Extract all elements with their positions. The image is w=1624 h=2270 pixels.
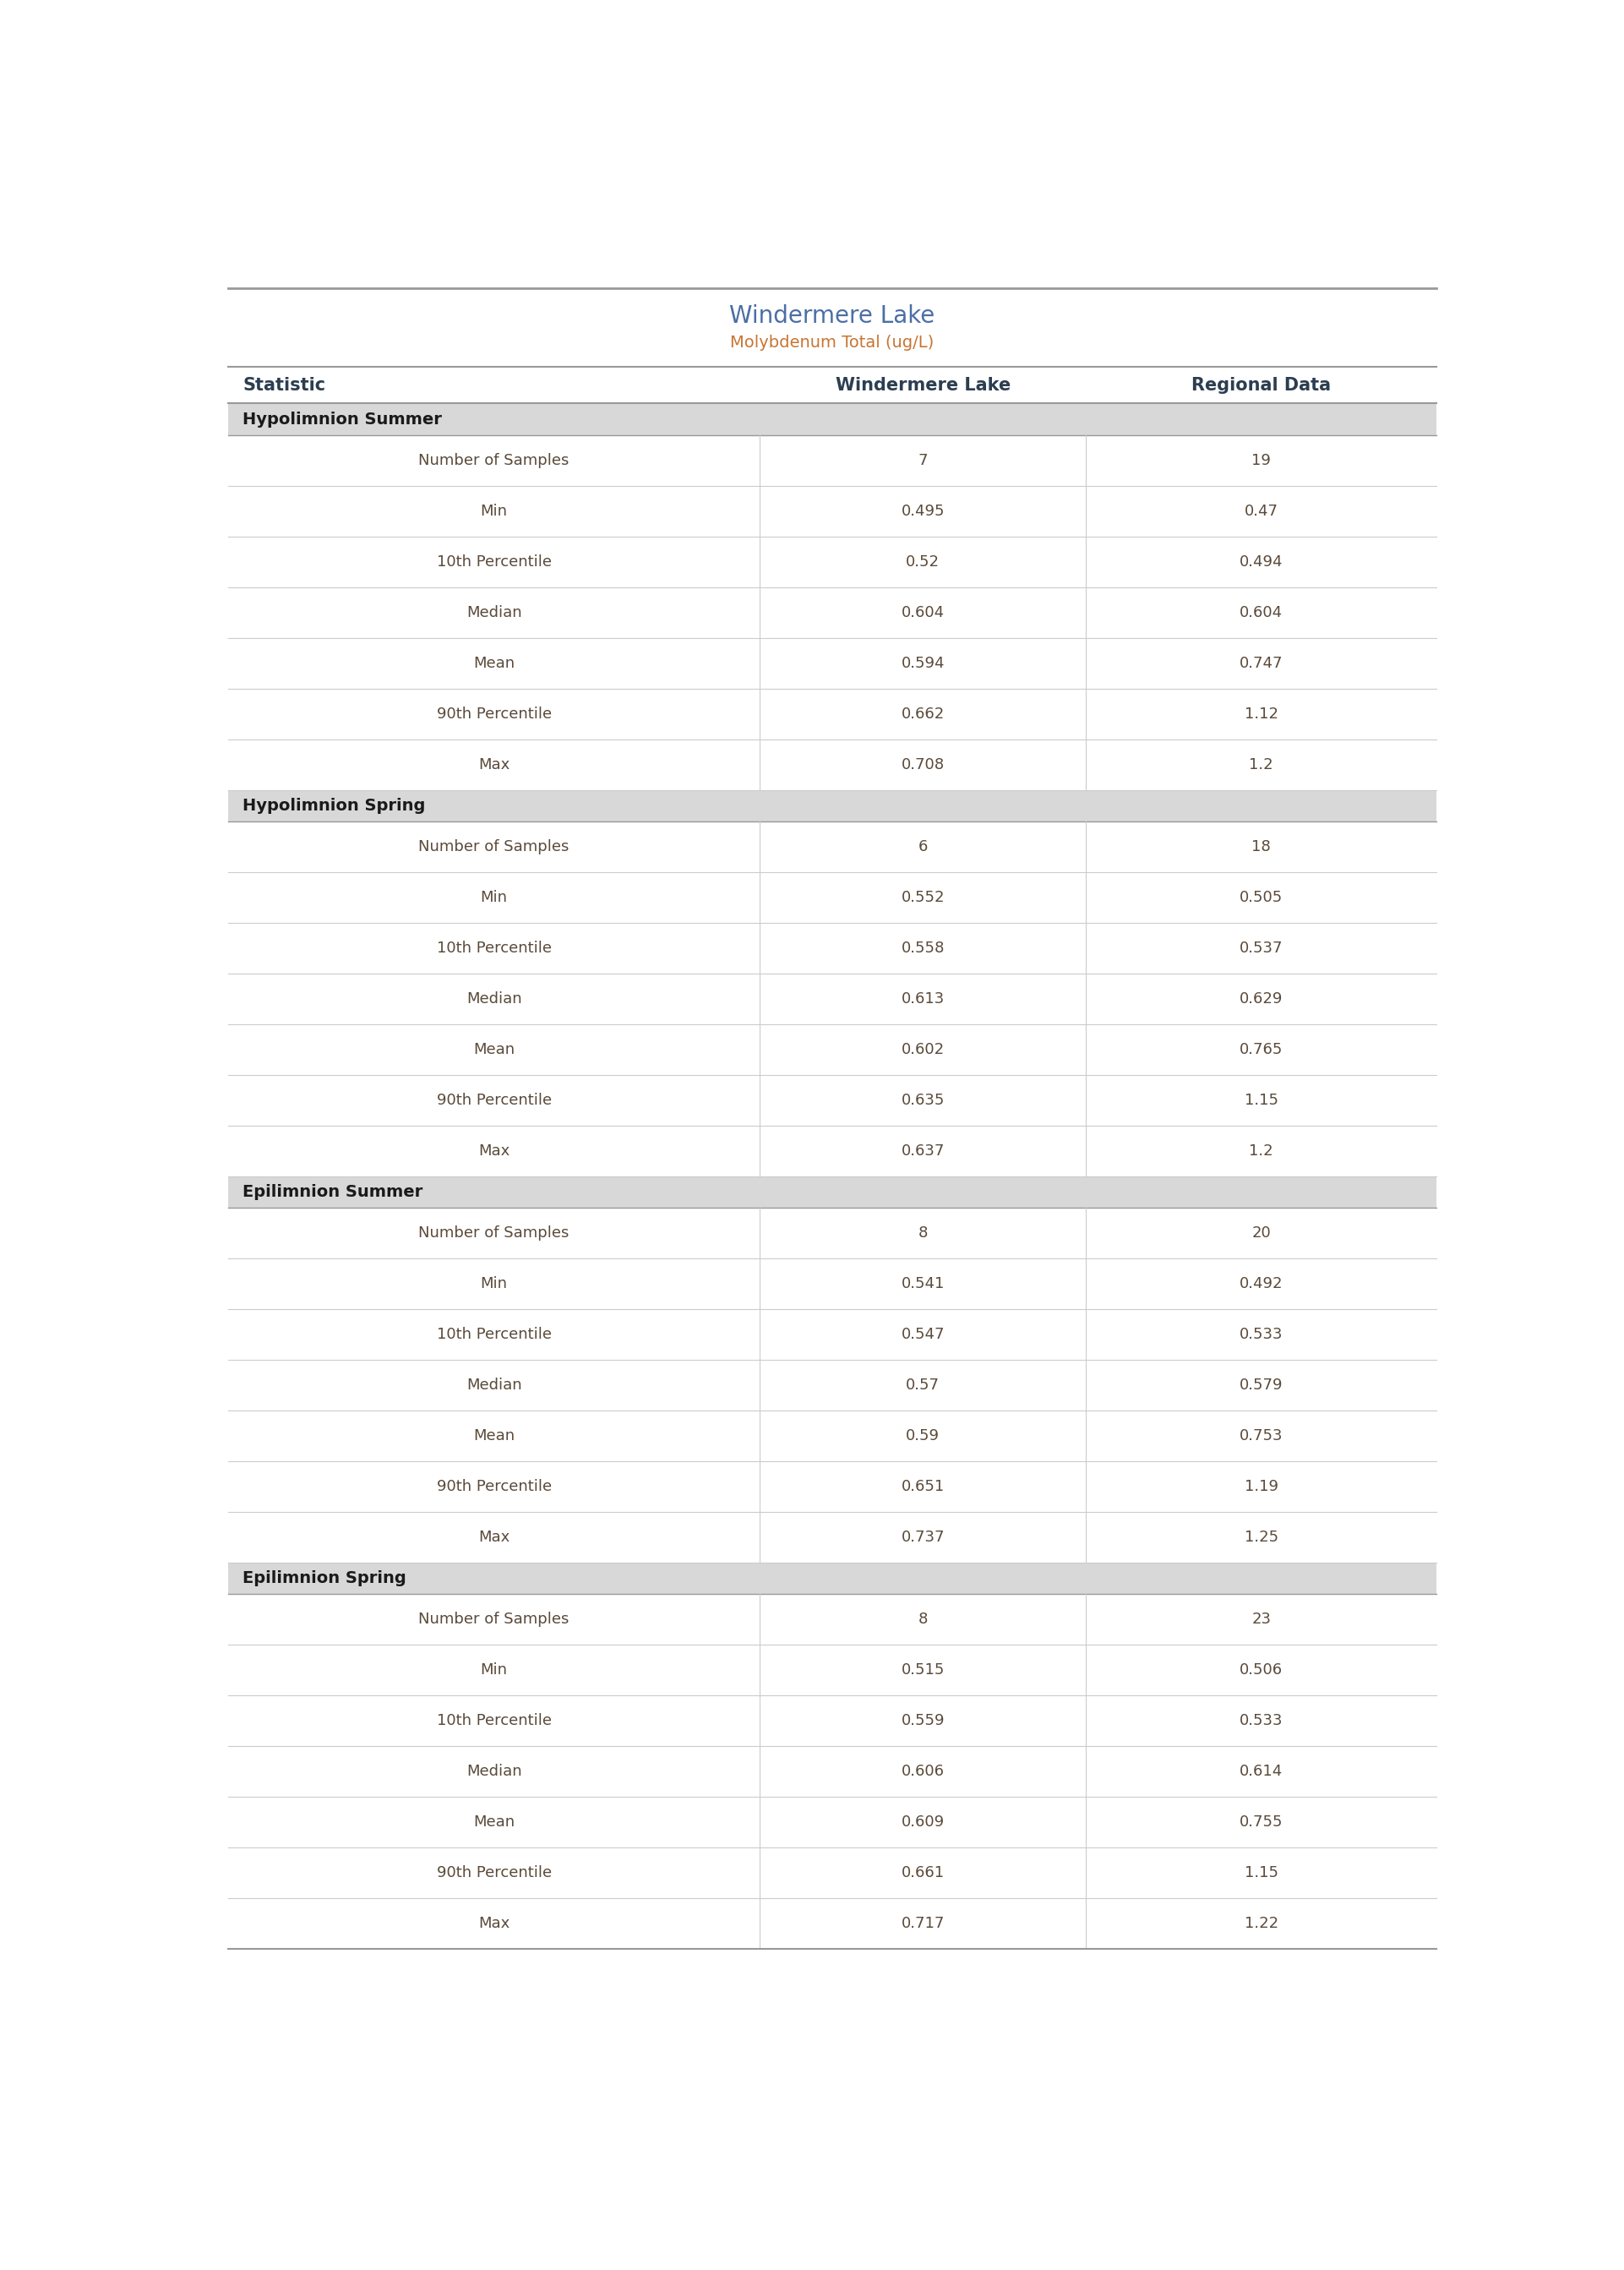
Text: 0.635: 0.635 [901,1092,945,1108]
Text: 0.604: 0.604 [1239,604,1283,620]
Text: Mean: Mean [473,1814,515,1830]
Text: 8: 8 [918,1612,927,1628]
Text: 0.533: 0.533 [1239,1326,1283,1342]
Text: Mean: Mean [473,656,515,670]
Text: 1.12: 1.12 [1244,706,1278,722]
Text: 0.662: 0.662 [901,706,945,722]
Text: 18: 18 [1252,840,1272,854]
Text: 0.604: 0.604 [901,604,945,620]
Text: 23: 23 [1252,1612,1272,1628]
Text: 0.637: 0.637 [901,1144,945,1158]
Text: Windermere Lake: Windermere Lake [729,304,935,327]
Text: 0.708: 0.708 [901,756,945,772]
Text: 0.57: 0.57 [906,1378,940,1392]
Text: Number of Samples: Number of Samples [419,1612,570,1628]
Text: 0.602: 0.602 [901,1042,945,1058]
Text: Number of Samples: Number of Samples [419,1226,570,1239]
Text: 19: 19 [1252,452,1272,468]
Text: Median: Median [466,1764,521,1780]
Text: 0.492: 0.492 [1239,1276,1283,1292]
Text: 1.25: 1.25 [1244,1530,1278,1544]
Text: Min: Min [481,1662,508,1678]
Text: 0.613: 0.613 [901,992,945,1006]
Text: Min: Min [481,504,508,518]
Text: 0.495: 0.495 [901,504,945,518]
Text: Hypolimnion Summer: Hypolimnion Summer [242,411,442,427]
Text: Max: Max [477,1530,510,1544]
Text: 6: 6 [918,840,927,854]
Bar [227,1176,1436,1208]
Text: 0.494: 0.494 [1239,554,1283,570]
Text: 0.717: 0.717 [901,1916,945,1932]
Text: 90th Percentile: 90th Percentile [437,1092,552,1108]
Text: 1.2: 1.2 [1249,1144,1273,1158]
Text: Mean: Mean [473,1042,515,1058]
Text: 0.559: 0.559 [901,1714,945,1727]
Text: 0.52: 0.52 [906,554,940,570]
Text: Molybdenum Total (ug/L): Molybdenum Total (ug/L) [731,334,934,350]
Text: 1.22: 1.22 [1244,1916,1278,1932]
Text: 0.765: 0.765 [1239,1042,1283,1058]
Text: 0.515: 0.515 [901,1662,945,1678]
Text: 10th Percentile: 10th Percentile [437,554,552,570]
Text: 90th Percentile: 90th Percentile [437,1866,552,1880]
Text: Min: Min [481,890,508,906]
Text: Regional Data: Regional Data [1192,377,1332,393]
Text: 90th Percentile: 90th Percentile [437,1478,552,1494]
Text: 0.594: 0.594 [901,656,945,670]
Text: 0.753: 0.753 [1239,1428,1283,1444]
Text: 0.606: 0.606 [901,1764,945,1780]
Text: Statistic: Statistic [242,377,325,393]
Text: 0.506: 0.506 [1239,1662,1283,1678]
Text: Number of Samples: Number of Samples [419,840,570,854]
Text: 0.505: 0.505 [1239,890,1283,906]
Text: 1.2: 1.2 [1249,756,1273,772]
Text: 0.614: 0.614 [1239,1764,1283,1780]
Text: 1.15: 1.15 [1244,1092,1278,1108]
Text: Median: Median [466,604,521,620]
Text: 0.651: 0.651 [901,1478,945,1494]
Bar [227,790,1436,822]
Text: 1.15: 1.15 [1244,1866,1278,1880]
Text: 0.747: 0.747 [1239,656,1283,670]
Text: 0.59: 0.59 [906,1428,940,1444]
Text: 10th Percentile: 10th Percentile [437,1714,552,1727]
Text: 20: 20 [1252,1226,1272,1239]
Bar [227,1562,1436,1594]
Text: 0.579: 0.579 [1239,1378,1283,1392]
Text: Median: Median [466,1378,521,1392]
Text: Windermere Lake: Windermere Lake [835,377,1010,393]
Text: Epilimnion Summer: Epilimnion Summer [242,1183,422,1201]
Text: Min: Min [481,1276,508,1292]
Text: Epilimnion Spring: Epilimnion Spring [242,1571,406,1587]
Text: 0.47: 0.47 [1244,504,1278,518]
Text: 90th Percentile: 90th Percentile [437,706,552,722]
Text: 0.533: 0.533 [1239,1714,1283,1727]
Text: Max: Max [477,1916,510,1932]
Text: 10th Percentile: 10th Percentile [437,1326,552,1342]
Text: Max: Max [477,756,510,772]
Text: Number of Samples: Number of Samples [419,452,570,468]
Text: 0.558: 0.558 [901,940,945,956]
Text: 0.629: 0.629 [1239,992,1283,1006]
Text: Max: Max [477,1144,510,1158]
Text: 0.541: 0.541 [901,1276,945,1292]
Text: 0.552: 0.552 [901,890,945,906]
Text: 0.609: 0.609 [901,1814,945,1830]
Text: 0.547: 0.547 [901,1326,945,1342]
Text: 0.755: 0.755 [1239,1814,1283,1830]
Text: 8: 8 [918,1226,927,1239]
Text: Hypolimnion Spring: Hypolimnion Spring [242,797,425,813]
Text: 0.737: 0.737 [901,1530,945,1544]
Text: 0.661: 0.661 [901,1866,945,1880]
Text: 0.537: 0.537 [1239,940,1283,956]
Text: Median: Median [466,992,521,1006]
Text: 1.19: 1.19 [1244,1478,1278,1494]
Bar [227,404,1436,436]
Text: 10th Percentile: 10th Percentile [437,940,552,956]
Text: Mean: Mean [473,1428,515,1444]
Text: 7: 7 [918,452,927,468]
